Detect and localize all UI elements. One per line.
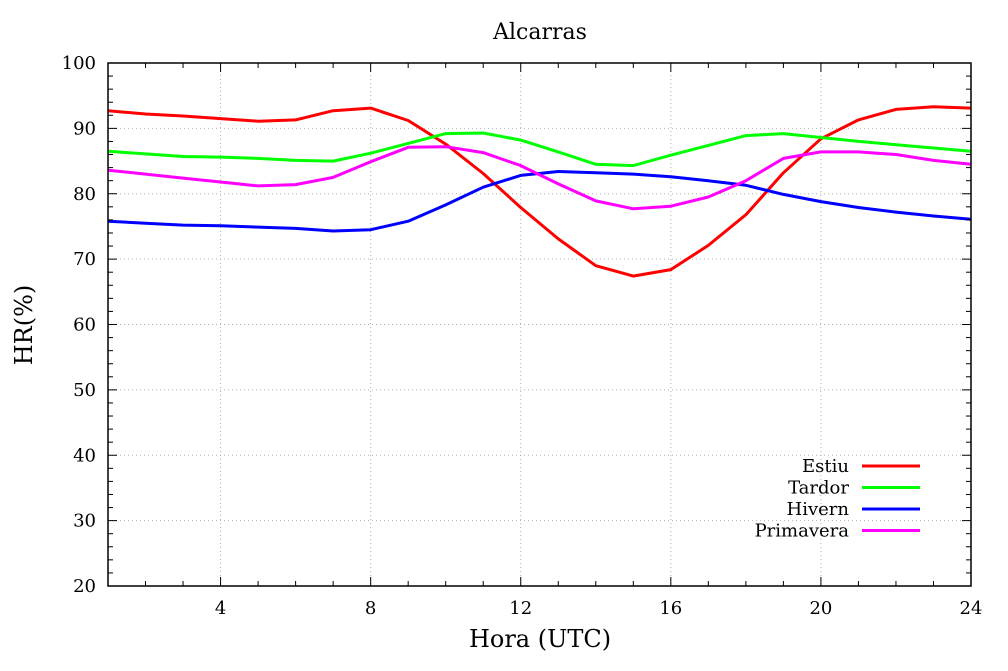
- y-tick-label: 80: [73, 184, 96, 205]
- legend-label: Hivern: [787, 499, 850, 520]
- y-tick-label: 50: [73, 380, 96, 401]
- legend-label: Tardor: [788, 478, 849, 499]
- x-tick-label: 20: [809, 598, 832, 619]
- y-tick-label: 40: [73, 445, 96, 466]
- series-line-tardor: [107, 131, 972, 168]
- x-tick-label: 8: [365, 598, 376, 619]
- x-tick-label: 16: [659, 598, 682, 619]
- x-tick-label: 4: [215, 598, 226, 619]
- x-tick-label: 12: [509, 598, 532, 619]
- y-axis-label: HR(%): [10, 285, 38, 366]
- series-lines: [107, 105, 972, 278]
- y-tick-label: 90: [73, 118, 96, 139]
- legend-label: Primavera: [755, 521, 850, 542]
- y-tick-label: 70: [73, 249, 96, 270]
- legend-label: Estiu: [802, 456, 849, 477]
- x-axis-label: Hora (UTC): [469, 625, 611, 653]
- series-line-estiu: [107, 105, 972, 278]
- chart-title: Alcarras: [492, 20, 587, 45]
- y-tick-label: 60: [73, 315, 96, 336]
- series-line-primavera: [107, 145, 972, 211]
- tick-labels: 4 8 12 16 20 24 20 30 40 50 60 70 80 90 100: [62, 53, 983, 619]
- plot-frame: [107, 62, 972, 587]
- x-tick-label: 24: [960, 598, 983, 619]
- y-tick-label: 100: [62, 53, 96, 74]
- y-tick-label: 20: [73, 576, 96, 597]
- y-tick-label: 30: [73, 511, 96, 532]
